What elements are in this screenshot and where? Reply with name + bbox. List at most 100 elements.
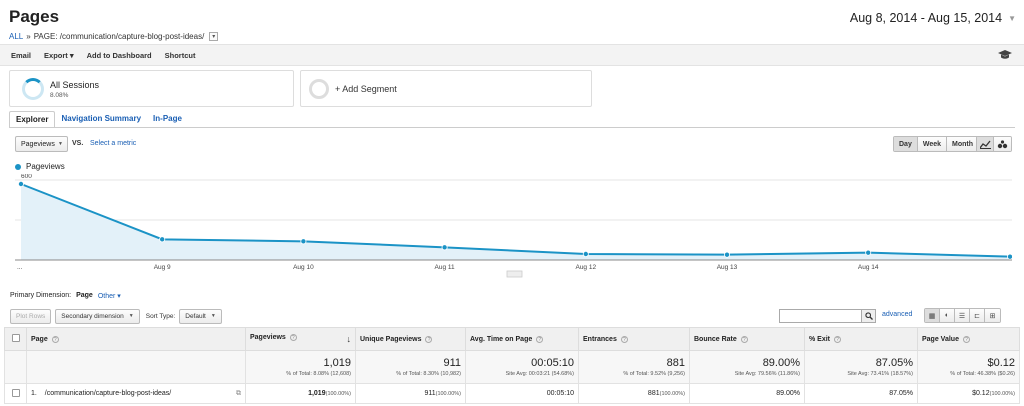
row-value: 1,019 [308,390,326,397]
breadcrumb-all-link[interactable]: ALL [9,32,24,41]
segment-percentage: 8.08% [50,92,69,99]
comparison-view-icon[interactable]: ⊏ [970,309,985,322]
column-header-exit[interactable]: % Exit? [804,327,918,351]
y-tick-label: 600 [21,174,32,180]
help-icon[interactable]: ? [536,335,544,343]
help-icon[interactable]: ? [51,335,59,343]
primary-dimension-bar: Primary Dimension: Page Other ▾ [10,292,121,300]
row-pct: (100.00%) [989,391,1015,397]
row-bounce-rate: 89.00% [689,383,805,404]
help-icon[interactable]: ? [740,335,748,343]
row-value: $0.12 [972,390,990,397]
pivot-view-icon[interactable]: ⊞ [985,309,1000,322]
column-header-page[interactable]: Page? [26,327,246,351]
granularity-day-button[interactable]: Day [894,137,918,151]
search-icon[interactable] [861,310,875,322]
breadcrumb: ALL » PAGE: /communication/capture-blog-… [9,32,219,41]
x-tick-label: Aug 14 [858,264,879,271]
table-search-input[interactable] [779,309,876,323]
total-bounce-rate: 89.00% Site Avg: 79.56% (11.86%) [689,350,805,384]
graduation-cap-icon[interactable] [998,50,1012,60]
data-point [582,251,589,258]
series-area [21,184,1010,260]
granularity-month-button[interactable]: Month [947,137,979,151]
totals-spacer [26,350,246,384]
advanced-filter-link[interactable]: advanced [882,311,913,318]
add-segment-button[interactable]: + Add Segment [300,70,592,107]
row-page-value: $0.12(100.00%) [917,383,1020,404]
data-point [441,244,448,251]
column-header-label: Unique Pageviews [360,335,422,343]
help-icon[interactable]: ? [620,335,628,343]
performance-view-icon[interactable]: ☰ [955,309,970,322]
row-pct: (100.00%) [659,391,685,397]
totals-spacer [4,350,27,384]
column-header-page-value[interactable]: Page Value? [917,327,1020,351]
tab-explorer[interactable]: Explorer [9,111,56,128]
chevron-down-icon: ▼ [1008,13,1016,23]
help-icon[interactable]: ? [962,335,970,343]
column-header-pageviews[interactable]: Pageviews? ↓ [245,327,356,351]
legend-swatch [15,163,21,170]
select-all-cell [4,327,27,351]
data-point [865,249,872,256]
metric-select[interactable]: Pageviews ▼ [15,136,68,152]
row-pct: (100.00%) [435,391,461,397]
total-unique-pageviews: 911 % of Total: 8.30% (10,982) [355,350,466,384]
date-range-label: Aug 8, 2014 - Aug 15, 2014 [849,11,1003,25]
help-icon[interactable]: ? [834,335,842,343]
total-sub: % of Total: 46.38% ($0.26) [950,371,1015,377]
column-header-entrances[interactable]: Entrances? [578,327,690,351]
data-table: Page? Pageviews? ↓ Unique Pageviews? Avg.… [4,327,1020,404]
x-tick-label: ... [17,264,23,271]
sort-type-select[interactable]: Default ▼ [179,308,222,324]
external-link-icon[interactable]: ⧉ [236,389,241,397]
other-dimension-link[interactable]: Other ▾ [97,293,121,300]
total-sub: Site Avg: 79.56% (11.86%) [734,371,800,377]
column-header-unique-pageviews[interactable]: Unique Pageviews? [355,327,466,351]
shortcut-button[interactable]: Shortcut [164,50,196,60]
table-row: 1. /communication/capture-blog-post-idea… [4,383,1020,404]
primary-dimension-value[interactable]: Page [76,292,93,299]
metric-select-value: Pageviews [21,140,55,148]
data-point [300,238,307,245]
select-a-metric-link[interactable]: Select a metric [90,140,137,147]
pie-chart-view-icon[interactable]: ◐ [940,309,955,322]
select-all-checkbox[interactable] [11,334,20,342]
help-icon[interactable]: ? [289,334,297,341]
chart-resize-handle [506,270,523,278]
secondary-dimension-label: Secondary dimension [61,312,124,320]
help-icon[interactable]: ? [425,335,433,343]
line-chart-icon[interactable] [977,137,994,151]
row-avg-time: 00:05:10 [465,383,579,404]
tab-in-page[interactable]: In-Page [153,114,182,123]
motion-chart-icon[interactable] [994,137,1011,151]
segment-ring-icon [22,78,44,100]
total-value: 881 [666,357,685,369]
column-header-bounce-rate[interactable]: Bounce Rate? [689,327,805,351]
date-range-picker[interactable]: Aug 8, 2014 - Aug 15, 2014 ▼ [850,11,1016,25]
breadcrumb-dropdown-icon[interactable]: ▾ [209,32,219,41]
plot-rows-button[interactable]: Plot Rows [10,308,52,324]
data-table-view-icon[interactable]: ▦ [925,309,940,322]
chevron-down-icon: ▾ [69,50,74,60]
row-checkbox[interactable] [11,388,20,397]
segment-name: All Sessions [50,80,100,90]
granularity-week-button[interactable]: Week [917,137,948,151]
row-value: 87.05% [889,390,913,397]
add-to-dashboard-button[interactable]: Add to Dashboard [86,50,152,60]
secondary-dimension-select[interactable]: Secondary dimension ▼ [55,308,140,324]
row-exit: 87.05% [804,383,918,404]
total-value: 89.00% [762,357,800,369]
email-button[interactable]: Email [11,50,32,60]
export-button[interactable]: Export ▾ [44,51,74,60]
column-header-avg-time[interactable]: Avg. Time on Page? [465,327,579,351]
total-avg-time: 00:05:10 Site Avg: 00:03:21 (54.68%) [465,350,579,384]
report-toolbar: Email Export ▾ Add to Dashboard Shortcut [0,44,1024,66]
tab-navigation-summary[interactable]: Navigation Summary [61,114,142,123]
table-header-row: Page? Pageviews? ↓ Unique Pageviews? Avg.… [4,327,1020,351]
row-page-link[interactable]: /communication/capture-blog-post-ideas/ [44,389,172,397]
row-select-cell [4,383,27,404]
row-pageviews: 1,019(100.00%) [245,383,356,404]
segment-all-sessions[interactable]: All Sessions 8.08% [9,70,294,107]
